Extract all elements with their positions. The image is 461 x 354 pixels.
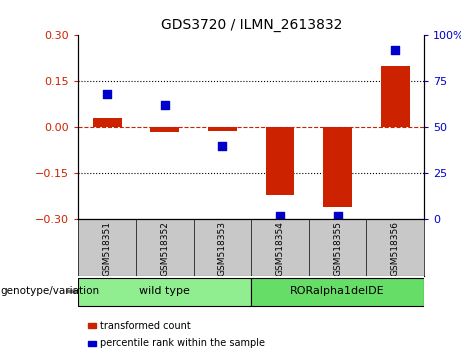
Point [334,213,341,219]
Bar [381,66,410,127]
Bar [93,118,122,127]
Point [161,103,169,108]
Title: GDS3720 / ILMN_2613832: GDS3720 / ILMN_2613832 [160,18,342,32]
Bar [78,278,251,306]
Text: transformed count: transformed count [100,321,191,331]
Point [219,143,226,149]
Text: genotype/variation: genotype/variation [0,286,99,296]
Point [277,213,284,219]
Bar [251,278,424,306]
Text: GSM518355: GSM518355 [333,221,342,276]
Bar [150,127,179,132]
Text: wild type: wild type [139,286,190,296]
Bar [208,127,237,131]
Bar [266,127,295,195]
Text: GSM518353: GSM518353 [218,221,227,276]
Text: GSM518351: GSM518351 [103,221,112,276]
Point [392,47,399,53]
Point [103,91,111,97]
Text: RORalpha1delDE: RORalpha1delDE [290,286,385,296]
Bar [323,127,352,207]
Text: GSM518356: GSM518356 [391,221,400,276]
Text: GSM518354: GSM518354 [276,221,284,276]
Text: percentile rank within the sample: percentile rank within the sample [100,338,266,348]
Text: GSM518352: GSM518352 [160,221,169,276]
